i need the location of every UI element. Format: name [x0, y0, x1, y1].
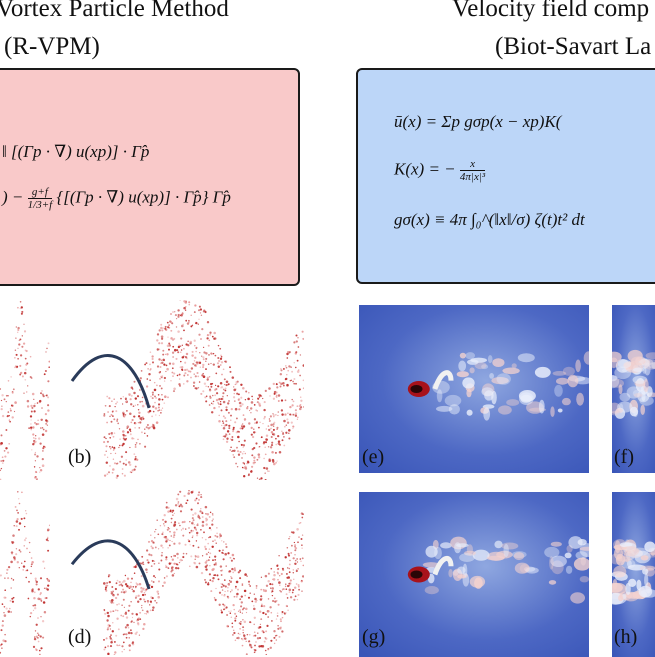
panel-label-g: (g) [362, 626, 385, 649]
panel-label-d: (d) [68, 626, 91, 649]
field-panel-e [359, 305, 589, 473]
panel-label-e: (e) [362, 446, 384, 469]
right-title-line2: (Biot-Savart La [495, 32, 651, 62]
right-title-line1: Velocity field comp [452, 0, 649, 24]
panel-label-h: (h) [614, 626, 637, 649]
panel-label-f: (f) [614, 446, 634, 469]
particle-panel-c [0, 490, 50, 655]
velocity-equation: ū(x) = Σp gσp(x − xp)K( [394, 112, 561, 132]
left-title-line2: (R-VPM) [4, 32, 100, 62]
rvpm-equation-1: ‖ [(Γp · ∇) u(xp)] · Γ̂p [2, 142, 149, 162]
particle-panel-a [0, 300, 50, 480]
particle-panel-b [64, 300, 304, 480]
left-title-line1: Vortex Particle Method [0, 0, 229, 24]
panel-label-b: (b) [68, 446, 91, 469]
field-panel-g [359, 492, 589, 657]
particle-panel-d [64, 490, 304, 655]
smoothing-equation: gσ(x) ≡ 4π ∫₀^(‖x‖/σ) ζ(t)t² dt [394, 210, 585, 230]
